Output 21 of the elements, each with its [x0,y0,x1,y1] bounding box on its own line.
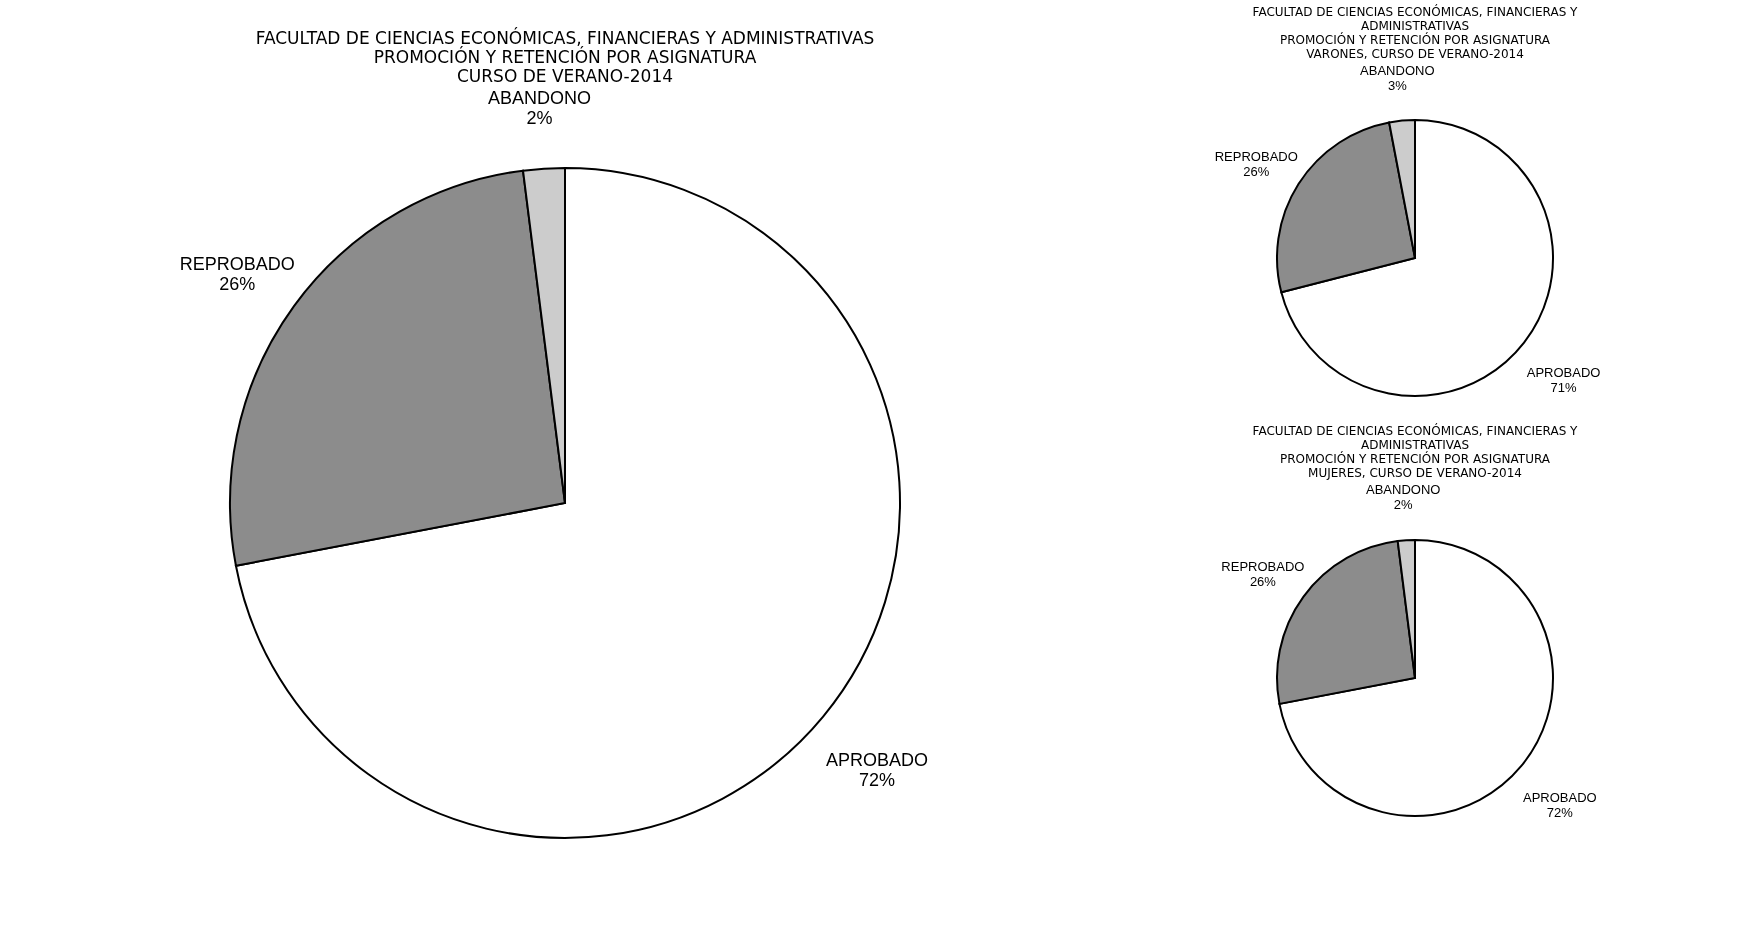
data-label: 72% [1546,804,1574,820]
slice-label: REPROBADO [1221,559,1305,575]
slice-label: APROBADO [1523,789,1597,805]
data-label: 2% [1393,497,1414,513]
slice-label: REPROBADO [1214,149,1298,165]
data-label: 26% [1249,574,1277,590]
slice-label: ABANDONO [488,87,592,108]
slice-label: REPROBADO [179,253,295,274]
data-label: 3% [1387,77,1408,93]
chart-title: FACULTAD DE CIENCIAS ECONÓMICAS, FINANCIERAS Y ADMINISTRATIVAS PROMOCIÓN Y RETENCIÓN POR ASIGNATURA CURSO DE VERANO-2014 [255,26,875,86]
data-label: 26% [219,273,256,294]
chart-title: FACULTAD DE CIENCIAS ECONÓMICAS, FINANCIERAS Y ADMINISTRATIVAS PROMOCIÓN Y RETENCIÓN POR ASIGNATURA VARONES, CURSO DE VERANO-2014 [1252,3,1579,61]
slice-label: APROBADO [826,750,929,771]
data-label: 71% [1550,380,1577,396]
data-label: 26% [1243,164,1270,180]
data-label: 72% [859,770,896,791]
chart-title: FACULTAD DE CIENCIAS ECONÓMICAS, FINANCIERAS Y ADMINISTRATIVAS PROMOCIÓN Y RETENCIÓN POR ASIGNATURA MUJERES, CURSO DE VERANO-2014 [1252,423,1579,481]
slice-label: ABANDONO [1365,482,1441,498]
slice-label: ABANDONO [1360,62,1435,78]
data-label: 2% [526,107,553,128]
slice-label: APROBADO [1526,365,1601,381]
